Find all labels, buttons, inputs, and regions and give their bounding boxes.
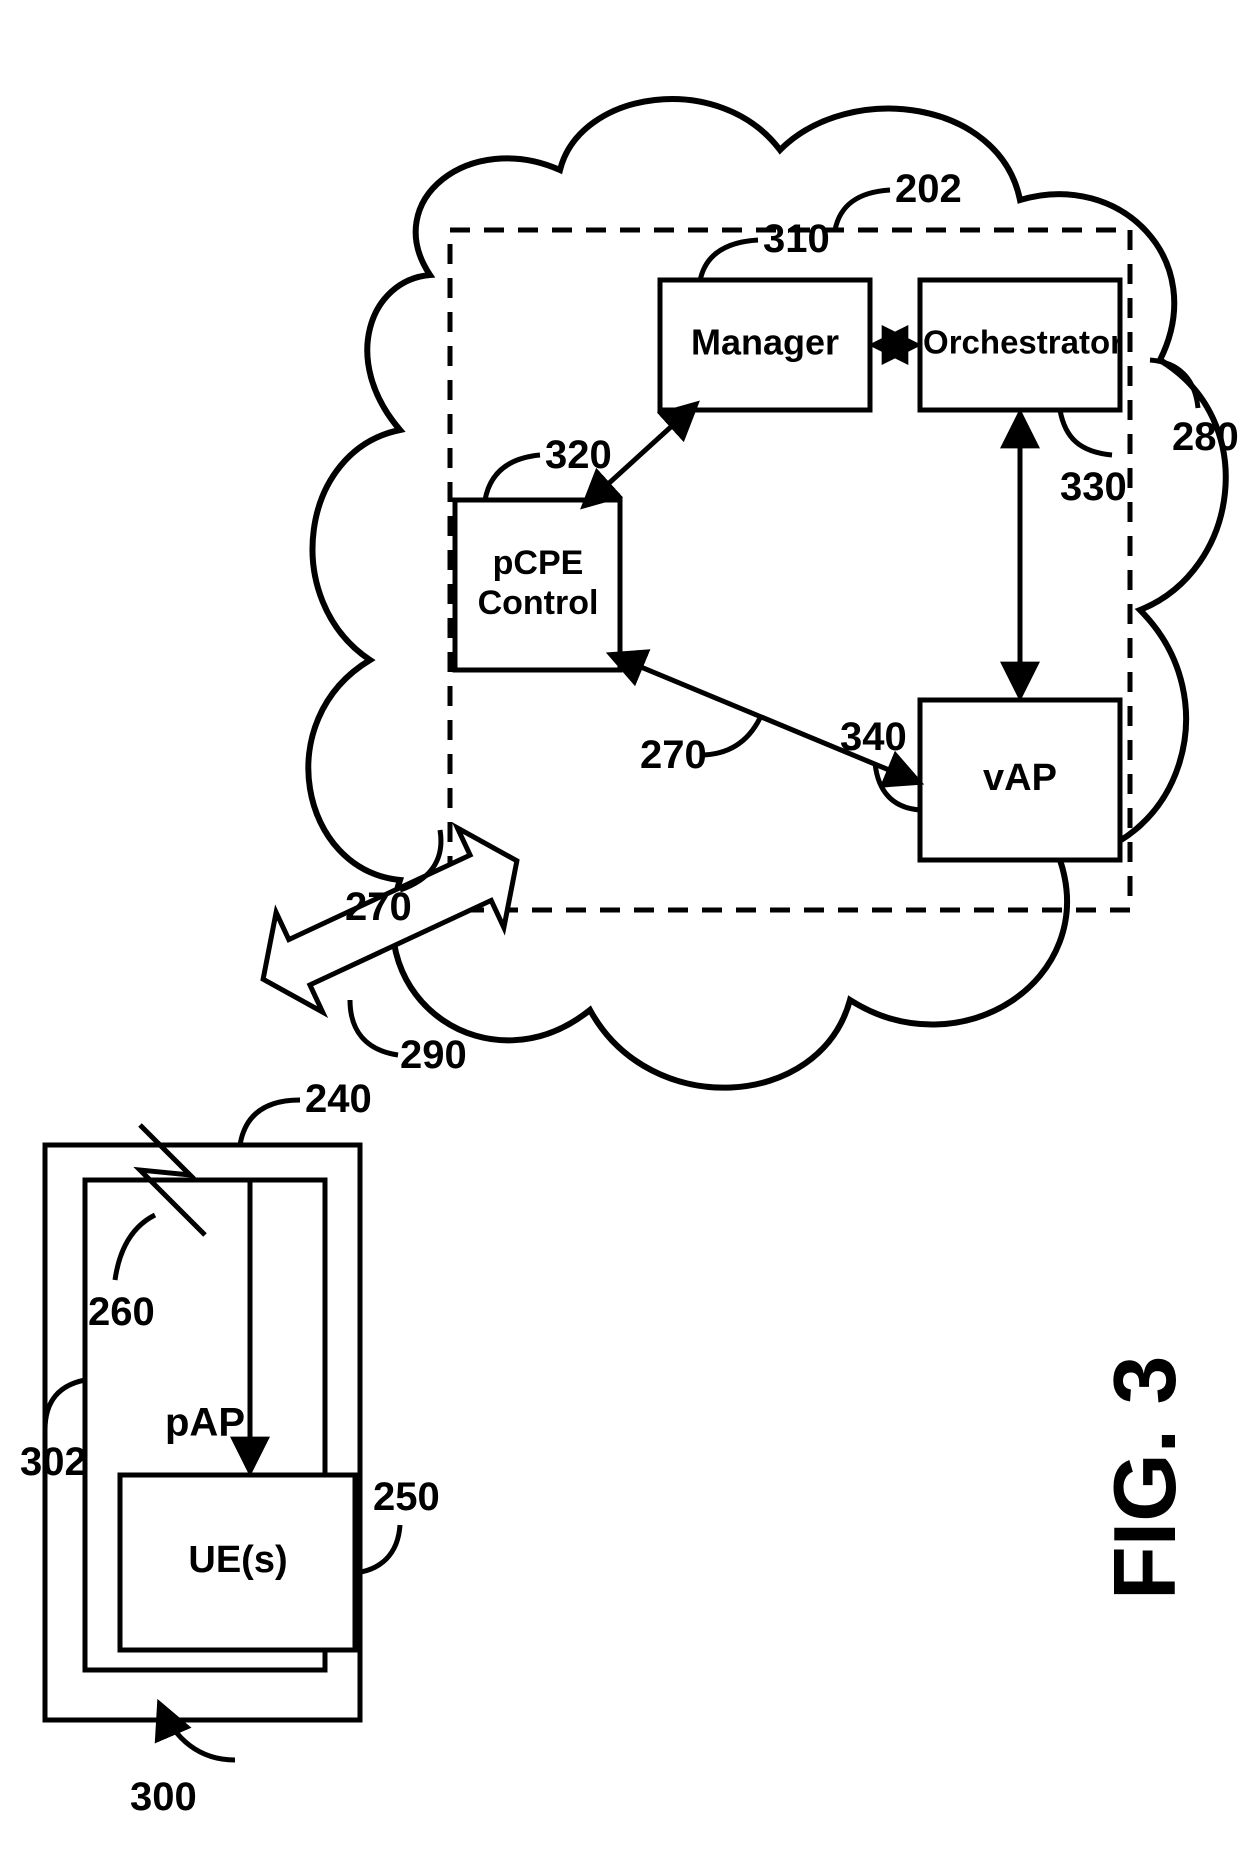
ref-270b: 270: [640, 733, 707, 777]
leader-340: [875, 763, 920, 810]
figure-title: FIG. 3: [1095, 1356, 1194, 1601]
leader-270b: [700, 718, 760, 755]
ref-280: 280: [1172, 415, 1239, 459]
leader-290: [350, 1000, 398, 1055]
manager-label: Manager: [691, 322, 839, 363]
ref-240: 240: [305, 1077, 372, 1121]
pcpe-control-label-2: Control: [478, 584, 599, 622]
vap-label: vAP: [983, 757, 1057, 799]
ref-320: 320: [545, 433, 612, 477]
leader-310: [700, 240, 758, 281]
leader-240: [240, 1100, 300, 1145]
ref-310: 310: [763, 217, 830, 261]
ref-290: 290: [400, 1033, 467, 1077]
pcpe-control-label-1: pCPE: [493, 544, 584, 582]
leader-202: [835, 190, 890, 230]
leader-280: [1150, 360, 1198, 408]
ref-250: 250: [373, 1475, 440, 1519]
leader-330: [1060, 410, 1112, 455]
ref-300: 300: [130, 1775, 197, 1819]
pap-label: pAP: [165, 1401, 245, 1445]
ue-label: UE(s): [188, 1539, 287, 1581]
ref-330: 330: [1060, 465, 1127, 509]
ref-302: 302: [20, 1440, 87, 1484]
ref-270a: 270: [345, 885, 412, 929]
ref-202: 202: [895, 167, 962, 211]
ref-260: 260: [88, 1290, 155, 1334]
orchestrator-label: Orchestrator: [923, 324, 1123, 361]
ref-340: 340: [840, 715, 907, 759]
leader-320: [485, 455, 540, 500]
